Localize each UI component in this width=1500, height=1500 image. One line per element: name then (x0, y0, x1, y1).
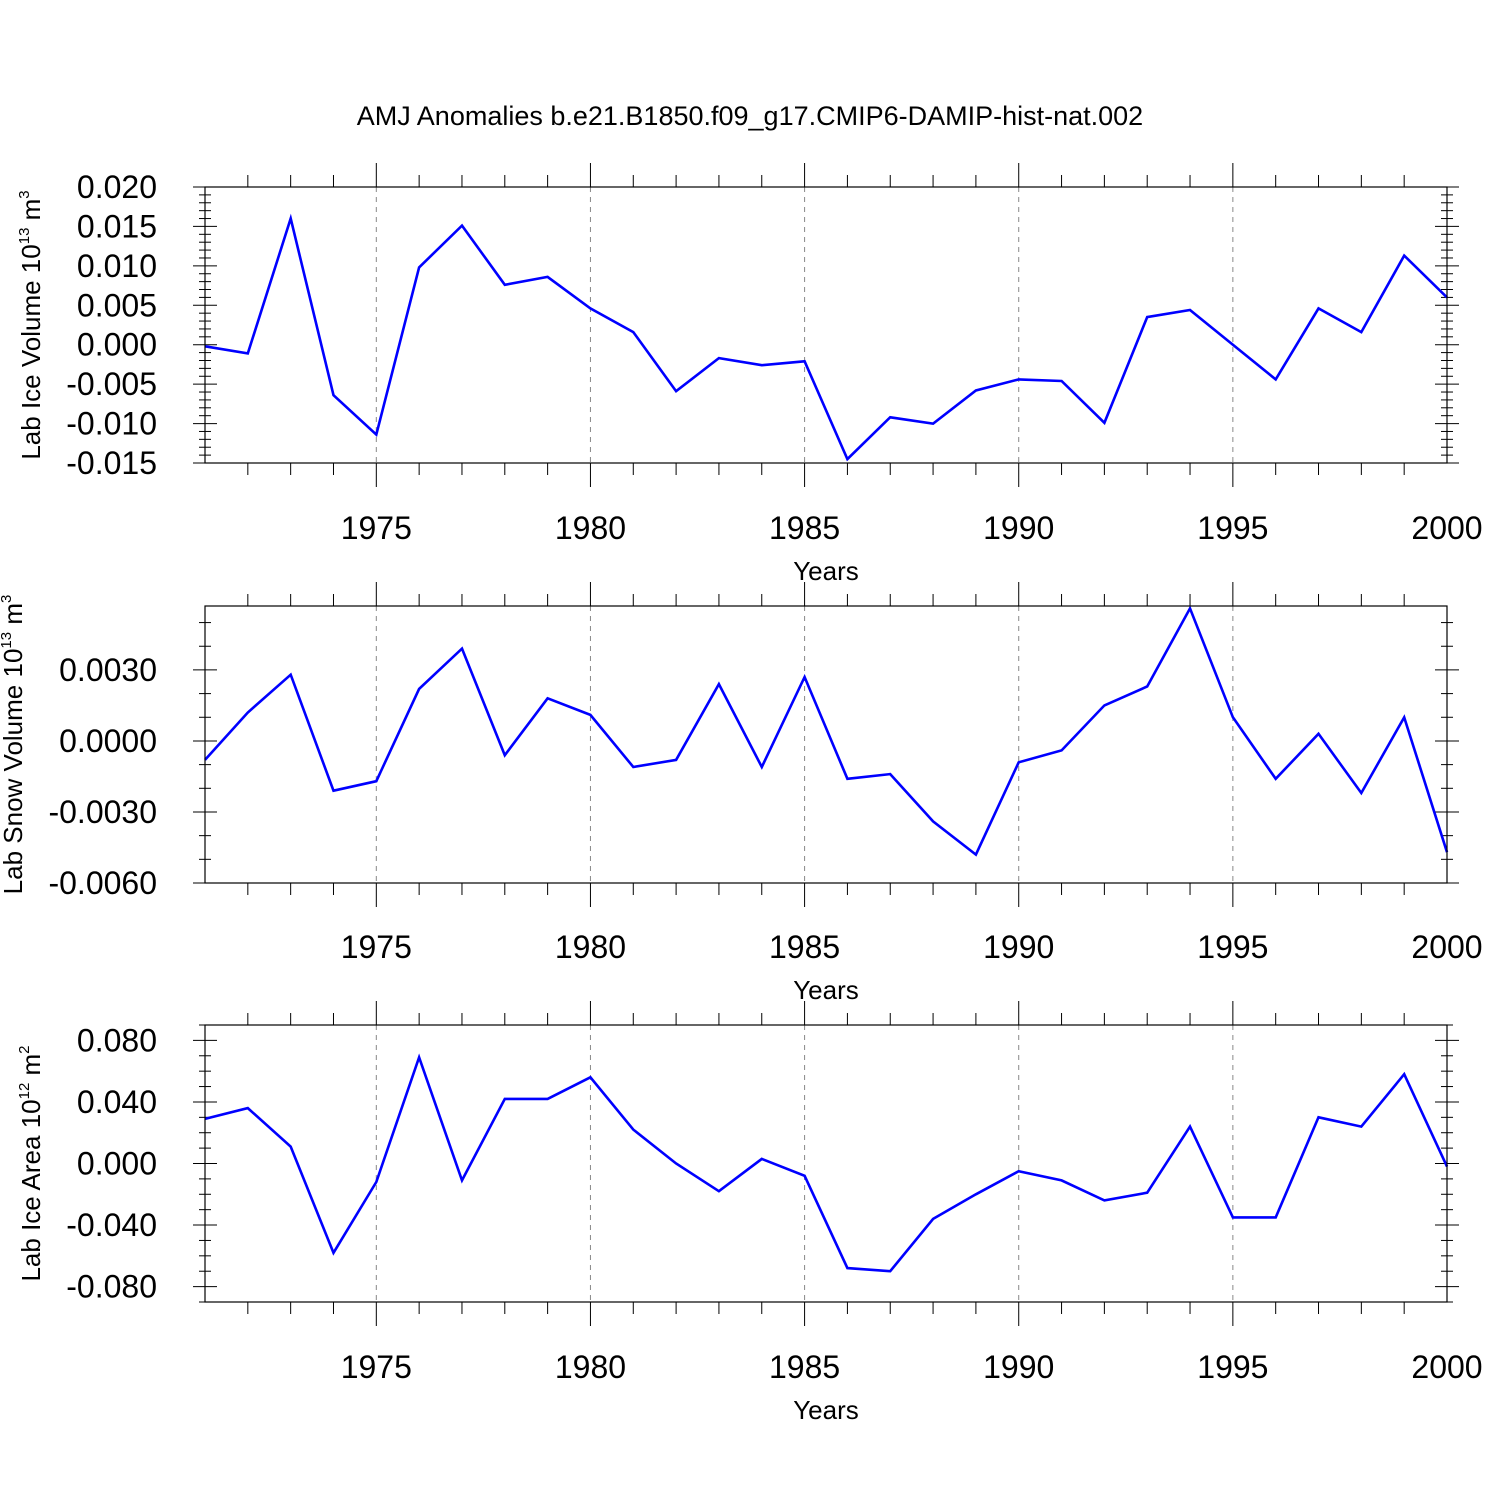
y-axis-title-unit: m (16, 1054, 46, 1083)
series-line (204, 605, 1449, 857)
y-tick-label: -0.0060 (48, 865, 157, 901)
y-axis-title-exponent: 12 (16, 1083, 33, 1100)
y-axis-title-unit-exponent: 3 (0, 595, 15, 603)
y-axis-title: Lab Snow Volume 1013 m3 (0, 595, 28, 895)
y-tick-label: -0.015 (66, 445, 157, 481)
y-tick-label: 0.005 (77, 287, 157, 323)
y-tick-label: -0.010 (66, 406, 157, 442)
y-tick-label: 0.040 (77, 1084, 157, 1120)
plot-frame (204, 605, 1448, 884)
y-tick-label: 0.020 (77, 169, 157, 205)
y-axis-title-main: Lab Ice Volume 10 (16, 244, 46, 459)
y-axis-title-exponent: 13 (0, 632, 15, 649)
x-tick-label: 1975 (341, 510, 412, 546)
y-axis-title-main: Lab Ice Area 10 (16, 1099, 46, 1281)
y-tick-label: 0.000 (77, 327, 157, 363)
y-axis-title-exponent: 13 (16, 228, 33, 245)
x-tick-label: 1985 (769, 1349, 840, 1385)
x-tick-label: 1995 (1197, 929, 1268, 965)
y-tick-label: -0.005 (66, 366, 157, 402)
series-line (204, 213, 1448, 462)
x-tick-label: 1980 (555, 929, 626, 965)
x-axis-title: Years (793, 975, 859, 1005)
y-tick-label: 0.0000 (59, 723, 157, 759)
panel-3: -0.080 -0.040 0.000 0.040 0.080 1975 1980 1985 1… (16, 1001, 1483, 1425)
y-axis-title: Lab Ice Area 1012 m2 (16, 1045, 46, 1281)
y-axis-title: Lab Ice Volume 1013 m3 (16, 190, 46, 459)
panel-2: -0.0060 -0.0030 0.0000 0.0030 1975 1980 1985 19… (0, 582, 1483, 1005)
y-axis-title-unit-exponent: 2 (16, 1045, 33, 1053)
plot-frame (204, 1024, 1448, 1303)
x-tick-label: 1990 (983, 929, 1054, 965)
y-axis-title-unit-exponent: 3 (16, 190, 33, 198)
chart-title: AMJ Anomalies b.e21.B1850.f09_g17.CMIP6-… (357, 101, 1143, 131)
x-tick-label: 2000 (1411, 929, 1482, 965)
plot-frame (204, 186, 1448, 464)
y-tick-label: -0.0030 (48, 794, 157, 830)
y-tick-label: 0.0030 (59, 652, 157, 688)
x-tick-label: 1990 (983, 510, 1054, 546)
y-axis-title-main: Lab Snow Volume 10 (0, 649, 28, 895)
x-tick-label: 1980 (555, 1349, 626, 1385)
x-tick-label: 1985 (769, 510, 840, 546)
y-tick-label: -0.040 (66, 1207, 157, 1243)
x-tick-label: 1995 (1197, 1349, 1268, 1385)
x-tick-label: 1975 (341, 929, 412, 965)
y-axis-title-unit: m (16, 199, 46, 228)
x-axis-title: Years (793, 1395, 859, 1425)
y-tick-label: 0.080 (77, 1022, 157, 1058)
x-tick-label: 1975 (341, 1349, 412, 1385)
series-line (204, 1053, 1449, 1273)
y-tick-label: 0.000 (77, 1146, 157, 1182)
panels: -0.015-0.010-0.0050.0000.0050.0100.0150.… (0, 163, 1483, 1425)
y-tick-label: 0.015 (77, 208, 157, 244)
x-tick-label: 1980 (555, 510, 626, 546)
y-tick-label: 0.010 (77, 248, 157, 284)
y-tick-label: -0.080 (66, 1269, 157, 1305)
x-tick-label: 1985 (769, 929, 840, 965)
y-axis-title-unit: m (0, 603, 28, 632)
x-tick-label: 1995 (1197, 510, 1268, 546)
x-tick-label: 2000 (1411, 1349, 1482, 1385)
x-tick-label: 2000 (1411, 510, 1482, 546)
x-axis-title: Years (793, 556, 859, 586)
x-tick-label: 1990 (983, 1349, 1054, 1385)
